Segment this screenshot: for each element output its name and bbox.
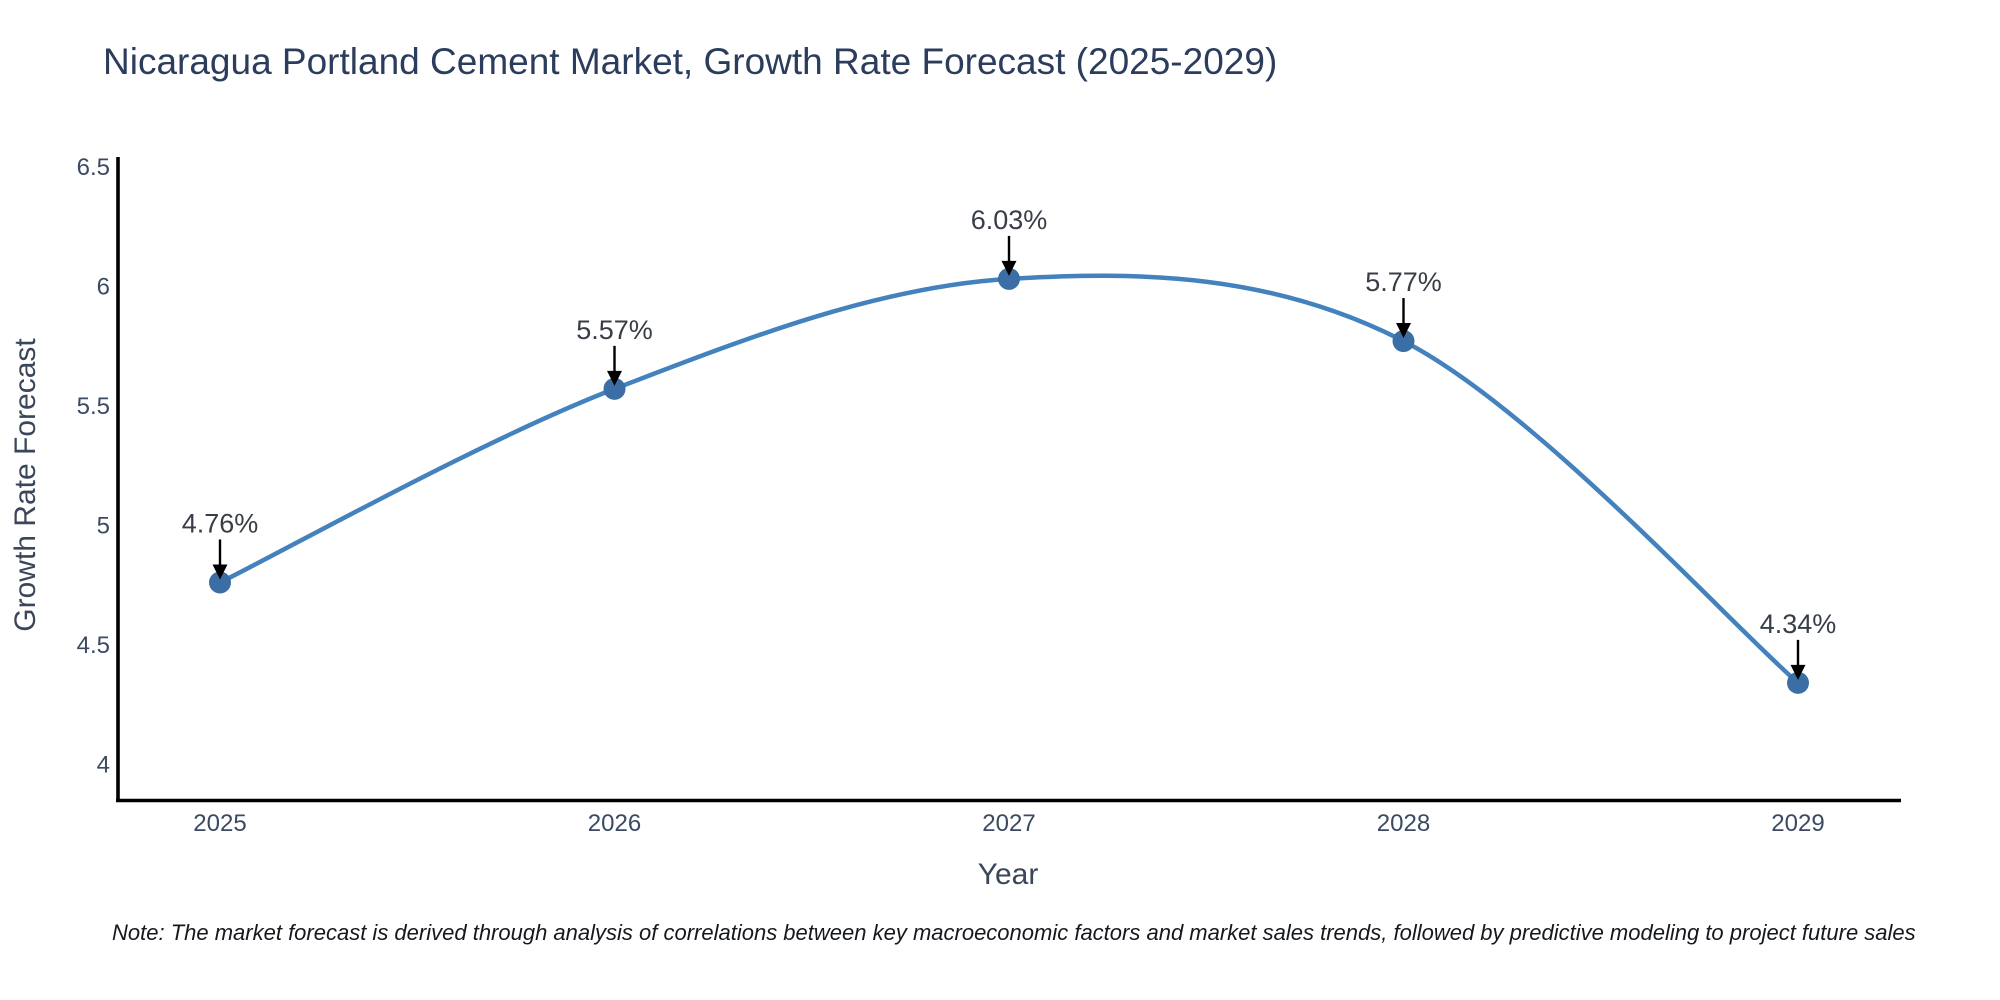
annotation-arrowhead [607, 370, 622, 386]
y-tick-label: 6.5 [77, 154, 110, 181]
y-tick-label: 4.5 [77, 632, 110, 659]
annotation-arrowhead [1396, 323, 1411, 339]
y-tick-label: 5 [97, 513, 110, 540]
data-point-label: 4.34% [1760, 609, 1837, 639]
data-point-marker [1392, 330, 1415, 353]
x-axis-title: Year [977, 858, 1039, 891]
annotation-arrowhead [1001, 260, 1017, 276]
y-tick-label: 6 [97, 274, 110, 301]
annotation-arrowhead [1790, 664, 1806, 680]
data-point-marker [998, 267, 1020, 290]
data-point-marker [603, 377, 626, 400]
y-tick-label: 4 [97, 752, 110, 779]
data-point-label: 6.03% [971, 205, 1048, 235]
series-line [217, 273, 1801, 686]
data-point-label: 5.57% [576, 315, 653, 345]
x-tick-label: 2025 [193, 810, 246, 837]
x-tick-label: 2027 [982, 810, 1035, 837]
x-tick-label: 2026 [588, 810, 641, 837]
data-point-marker [209, 571, 231, 594]
data-point-marker [1787, 671, 1809, 694]
x-tick-label: 2028 [1377, 810, 1430, 837]
chart-title: Nicaragua Portland Cement Market, Growth… [103, 41, 1278, 82]
data-point-label: 4.76% [182, 508, 259, 538]
data-point-label: 5.77% [1365, 267, 1442, 297]
x-tick-label: 2029 [1771, 810, 1824, 837]
annotation-arrowhead [212, 564, 228, 580]
footnote: Note: The market forecast is derived thr… [112, 920, 1916, 945]
y-tick-label: 5.5 [77, 393, 110, 420]
